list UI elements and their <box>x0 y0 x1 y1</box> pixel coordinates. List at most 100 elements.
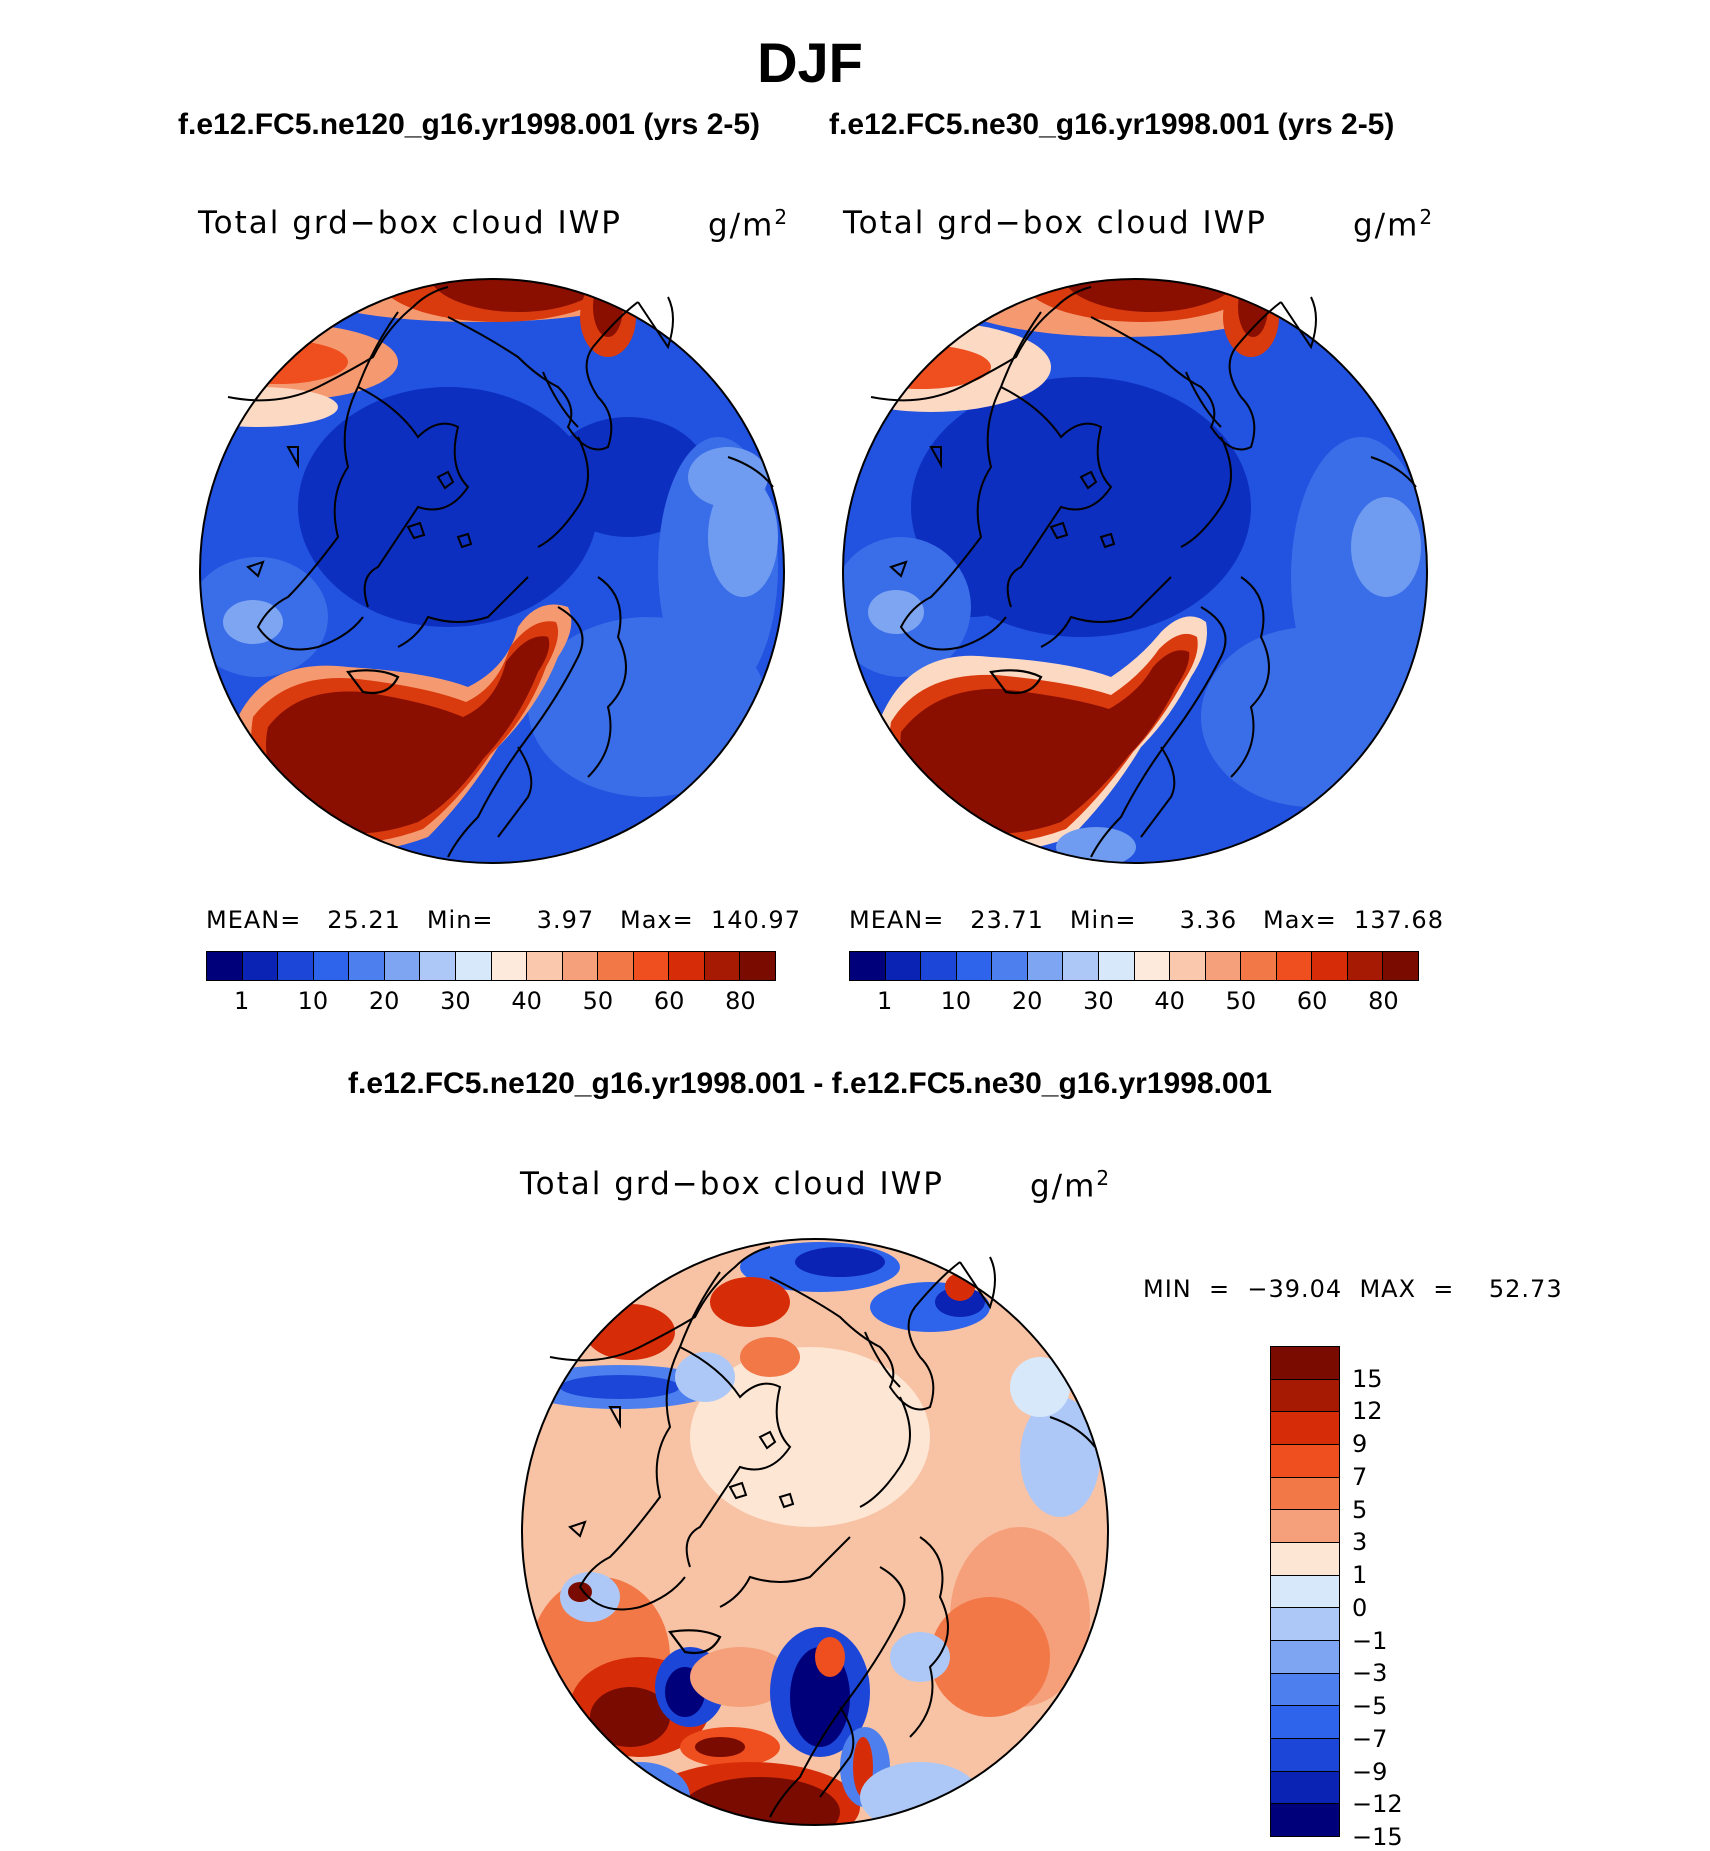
colorbar-tick-label: 30 <box>440 987 471 1015</box>
colorbar-swatch <box>992 952 1028 980</box>
colorbar-tick-label: 50 <box>1225 987 1257 1015</box>
colorbar-swatch <box>278 952 314 980</box>
colorbar-tick-label: −15 <box>1352 1823 1403 1851</box>
colorbar-tick-label: 50 <box>582 987 614 1015</box>
colorbar-swatch <box>1271 1347 1339 1380</box>
colorbar-tick-label: −5 <box>1352 1692 1388 1721</box>
colorbar-tick-label: 40 <box>1154 987 1185 1015</box>
colorbar-tick-label: −3 <box>1352 1659 1388 1688</box>
panel2-stats: MEAN= 23.71 Min= 3.36 Max= 137.68 <box>849 906 1444 934</box>
case2-title: f.e12.FC5.ne30_g16.yr1998.001 (yrs 2-5) <box>829 108 1395 141</box>
difference-colorbar <box>1270 1346 1340 1837</box>
panel1-stats: MEAN= 25.21 Min= 3.97 Max= 140.97 <box>206 906 801 934</box>
colorbar-swatch <box>1241 952 1277 980</box>
colorbar-tick-label: 3 <box>1352 1528 1368 1557</box>
colorbar-swatch <box>1271 1771 1339 1805</box>
colorbar-swatch <box>1271 1477 1339 1511</box>
colorbar-tick-label: 20 <box>1011 987 1043 1015</box>
panel2-colorbar-ticks: 1 10 20 30 40 50 60 80 <box>849 987 1419 1017</box>
colorbar-tick-label: 10 <box>940 987 972 1015</box>
colorbar-swatch <box>1271 1543 1339 1576</box>
colorbar-swatch <box>1312 952 1348 980</box>
colorbar-swatch <box>850 952 886 980</box>
panel2-units: g/m2 <box>1353 205 1435 244</box>
colorbar-tick-label: −12 <box>1352 1790 1403 1819</box>
colorbar-tick-label: 20 <box>368 987 400 1015</box>
colorbar-swatch <box>1271 1510 1339 1544</box>
colorbar-tick-label: 5 <box>1352 1495 1368 1524</box>
colorbar-tick-label: 60 <box>653 987 685 1015</box>
colorbar-swatch <box>420 952 456 980</box>
panel1-units: g/m2 <box>708 205 790 244</box>
colorbar-tick-label: 1 <box>876 987 893 1015</box>
colorbar-swatch <box>1271 1575 1339 1609</box>
colorbar-swatch <box>562 952 599 980</box>
colorbar-swatch <box>1063 952 1099 980</box>
colorbar-tick-label: 1 <box>1352 1561 1368 1590</box>
colorbar-swatch <box>384 952 421 980</box>
colorbar-tick-label: 9 <box>1352 1430 1368 1459</box>
colorbar-swatch <box>1271 1739 1339 1772</box>
colorbar-tick-label: 7 <box>1352 1462 1368 1491</box>
panel1-colorbar <box>206 951 776 981</box>
colorbar-swatch <box>956 952 993 980</box>
colorbar-swatch <box>740 952 775 980</box>
colorbar-swatch <box>455 952 492 980</box>
colorbar-swatch <box>885 952 922 980</box>
panel2-colorbar <box>849 951 1419 981</box>
colorbar-swatch <box>1271 1804 1339 1837</box>
panel3-stats: MIN = −39.04 MAX = 52.73 <box>1143 1275 1563 1303</box>
panel3-units: g/m2 <box>1030 1166 1112 1205</box>
colorbar-swatch <box>633 952 670 980</box>
panel3-variable-title: Total grd−box cloud IWP <box>520 1166 944 1202</box>
colorbar-swatch <box>1271 1608 1339 1642</box>
colorbar-tick-label: 15 <box>1352 1364 1383 1393</box>
colorbar-swatch <box>669 952 705 980</box>
colorbar-tick-label: −7 <box>1352 1724 1388 1753</box>
colorbar-swatch <box>1276 952 1313 980</box>
map-panel-case2 <box>842 278 1428 864</box>
colorbar-swatch <box>1271 1641 1339 1674</box>
colorbar-swatch <box>704 952 741 980</box>
colorbar-tick-label: 80 <box>725 987 756 1015</box>
colorbar-swatch <box>491 952 528 980</box>
colorbar-tick-label: 12 <box>1352 1397 1383 1426</box>
colorbar-tick-label: 60 <box>1296 987 1328 1015</box>
colorbar-tick-label: 10 <box>297 987 329 1015</box>
colorbar-swatch <box>1271 1445 1339 1478</box>
colorbar-tick-label: −9 <box>1352 1757 1388 1786</box>
colorbar-swatch <box>921 952 957 980</box>
panel1-colorbar-ticks: 1 10 20 30 40 50 60 80 <box>206 987 776 1017</box>
colorbar-tick-label: 80 <box>1368 987 1399 1015</box>
colorbar-swatch <box>598 952 634 980</box>
panel2-variable-title: Total grd−box cloud IWP <box>843 205 1267 241</box>
colorbar-swatch <box>527 952 563 980</box>
colorbar-swatch <box>1170 952 1206 980</box>
panel1-variable-title: Total grd−box cloud IWP <box>198 205 622 241</box>
colorbar-swatch <box>1347 952 1384 980</box>
colorbar-swatch <box>207 952 243 980</box>
colorbar-swatch <box>349 952 385 980</box>
colorbar-swatch <box>242 952 279 980</box>
colorbar-swatch <box>1027 952 1064 980</box>
colorbar-swatch <box>1271 1379 1339 1413</box>
case1-title: f.e12.FC5.ne120_g16.yr1998.001 (yrs 2-5) <box>178 108 761 141</box>
colorbar-swatch <box>1271 1673 1339 1707</box>
colorbar-tick-label: −1 <box>1352 1626 1388 1655</box>
colorbar-swatch <box>1098 952 1135 980</box>
colorbar-tick-label: 1 <box>233 987 250 1015</box>
colorbar-swatch <box>1134 952 1171 980</box>
colorbar-swatch <box>313 952 350 980</box>
colorbar-swatch <box>1271 1412 1339 1446</box>
colorbar-swatch <box>1271 1706 1339 1740</box>
colorbar-tick-label: 0 <box>1352 1593 1368 1622</box>
difference-title: f.e12.FC5.ne120_g16.yr1998.001 - f.e12.F… <box>348 1067 1272 1100</box>
colorbar-tick-label: 30 <box>1083 987 1114 1015</box>
map-panel-case1 <box>199 278 785 864</box>
colorbar-tick-label: 40 <box>511 987 542 1015</box>
colorbar-swatch <box>1205 952 1242 980</box>
map-panel-difference <box>521 1238 1109 1826</box>
difference-colorbar-ticks: 15 12 9 7 5 3 1 0 −1 −3 −5 −7 −9 −12 −15 <box>1352 1346 1432 1851</box>
figure-title: DJF <box>757 31 863 94</box>
colorbar-swatch <box>1383 952 1418 980</box>
